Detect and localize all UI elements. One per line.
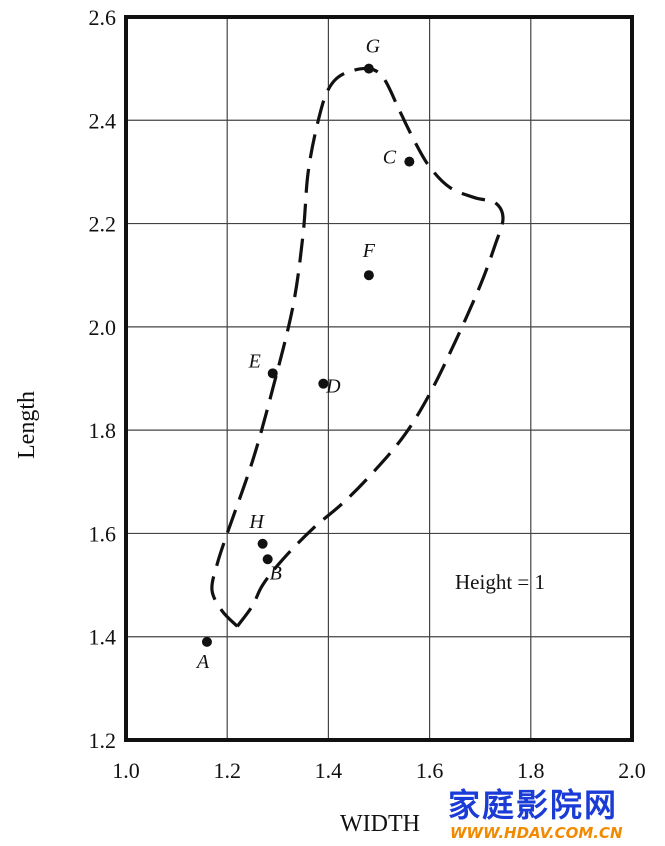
- y-tick-label: 1.8: [89, 418, 117, 443]
- point-label-H: H: [248, 511, 265, 533]
- point-label-D: D: [325, 376, 341, 398]
- x-axis-title: WIDTH: [340, 811, 420, 837]
- watermark-chinese-text: 家庭影院网: [448, 786, 619, 824]
- point-label-F: F: [362, 240, 376, 262]
- data-point-F: [363, 270, 374, 281]
- y-tick-label: 2.4: [89, 108, 117, 133]
- y-tick-labels: 1.2 1.4 1.6 1.8 2.0 2.2 2.4 2.6: [89, 5, 117, 753]
- y-axis-title: Length: [14, 391, 40, 459]
- point-label-B: B: [270, 562, 282, 584]
- y-tick-label: 1.4: [89, 625, 117, 650]
- data-point-B: [262, 554, 273, 565]
- y-tick-label: 2.6: [89, 5, 117, 30]
- x-tick-label: 1.4: [315, 758, 343, 783]
- point-label-C: C: [383, 147, 397, 169]
- dashed-region-boundary: [210, 66, 505, 628]
- x-tick-label: 2.0: [618, 758, 646, 783]
- watermark-url: WWW.HDAV.COM.CN: [450, 824, 623, 842]
- x-tick-labels: 1.0 1.2 1.4 1.6 1.8 2.0: [112, 758, 646, 783]
- data-point-G: [363, 63, 374, 74]
- data-point-A: [201, 636, 212, 647]
- point-label-E: E: [248, 350, 261, 372]
- data-point-C: [404, 156, 415, 167]
- y-tick-label: 1.6: [89, 521, 117, 546]
- x-tick-label: 1.0: [112, 758, 140, 783]
- height-annotation: Height = 1: [455, 570, 545, 594]
- y-tick-label: 1.2: [89, 728, 117, 753]
- x-tick-label: 1.2: [213, 758, 241, 783]
- x-tick-label: 1.8: [517, 758, 545, 783]
- watermark-logo: 家庭影院网 WWW.HDAV.COM.CN: [448, 780, 658, 846]
- y-tick-label: 2.0: [89, 315, 117, 340]
- data-point-E: [267, 368, 278, 379]
- point-label-A: A: [195, 651, 210, 673]
- grid-lines: [125, 16, 633, 741]
- data-point-D: [318, 378, 329, 389]
- data-point-H: [257, 538, 268, 549]
- plot-frame: [124, 15, 634, 742]
- y-tick-label: 2.2: [89, 212, 117, 237]
- point-label-G: G: [366, 36, 381, 58]
- x-tick-label: 1.6: [416, 758, 444, 783]
- data-points: A B C D E F G H: [195, 36, 415, 673]
